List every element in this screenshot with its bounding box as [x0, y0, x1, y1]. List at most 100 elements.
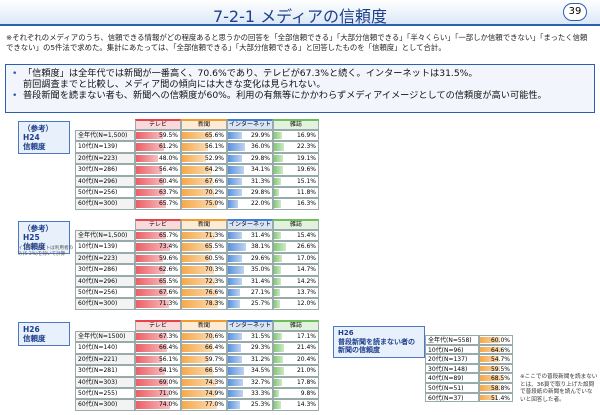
column-header: 新聞 [181, 320, 227, 331]
value-label: 32.7% [250, 378, 270, 386]
column-header: インターネット [227, 320, 273, 331]
row-label: 全年代(N=1,500) [75, 230, 135, 242]
value-cell: 31.4% [227, 275, 273, 287]
value-cell: 65.6% [181, 130, 227, 142]
value-cell: 59.6% [135, 252, 181, 265]
value-cell: 51.4% [479, 392, 513, 403]
value-cell: 14.2% [273, 275, 319, 287]
value-cell: 74.9% [181, 388, 227, 400]
value-label: 62.6% [158, 266, 178, 274]
row-label: 30代(N=281) [75, 365, 135, 377]
bar [228, 266, 245, 274]
bar [274, 344, 284, 352]
column-header: 雑誌 [273, 320, 319, 331]
bar [480, 356, 499, 362]
row-label: 30代(N=286) [75, 264, 135, 276]
value-label: 29.8% [250, 189, 270, 196]
row-label: 30代(N=286) [75, 164, 135, 176]
value-cell: 52.9% [181, 152, 227, 165]
label-line: 信頼度 [23, 334, 46, 343]
bar [182, 166, 212, 174]
bar [228, 243, 246, 251]
bar [136, 378, 168, 386]
value-label: 27.1% [250, 289, 270, 296]
bar [182, 390, 217, 398]
column-header: テレビ [135, 119, 181, 130]
bar [228, 177, 243, 185]
value-cell: 29.9% [227, 130, 273, 142]
bar [182, 367, 213, 375]
value-cell: 67.3% [135, 331, 181, 343]
value-cell: 60.4% [135, 175, 181, 187]
value-label: 76.6% [204, 289, 224, 296]
bar [182, 355, 210, 364]
value-cell: 29.6% [227, 252, 273, 265]
value-cell: 65.5% [135, 275, 181, 287]
label-line: 信頼度 [23, 242, 46, 251]
value-label: 11.8% [296, 189, 316, 196]
bar [274, 367, 284, 375]
value-label: 66.5% [204, 367, 224, 375]
value-label: 58.8% [490, 385, 510, 392]
value-label: 63.7% [158, 189, 178, 196]
row-label: 50代(N=256) [75, 287, 135, 299]
bar [136, 143, 165, 151]
row-label: 40代(N=89) [425, 373, 479, 383]
value-cell: 74.3% [181, 376, 227, 388]
value-label: 74.9% [204, 390, 224, 397]
bar [182, 254, 210, 263]
table-note: インターネットは利用者のみ(5.3%)を除いて計算 [18, 246, 74, 257]
row-label: 20代(N=137) [425, 354, 479, 364]
value-cell: 35.0% [227, 264, 273, 276]
value-cell: 11.8% [273, 187, 319, 199]
label-line: 普段新聞を読まない者の [338, 337, 415, 346]
bullet-line: 普段新聞を読まない者も、新聞への信頼度が60%。利用の有無等にかかわらずメディア… [23, 90, 547, 101]
value-label: 64.2% [204, 166, 224, 174]
bar [136, 243, 170, 251]
bar [228, 189, 242, 197]
column-header: インターネット [227, 119, 273, 130]
value-label: 15.1% [296, 177, 316, 185]
value-cell: 59.5% [479, 363, 513, 374]
value-label: 29.9% [250, 132, 270, 139]
bar [274, 189, 280, 197]
bar [136, 300, 169, 308]
row-label: 20代(N=221) [75, 353, 135, 366]
value-label: 67.3% [158, 333, 178, 340]
value-label: 33.3% [250, 390, 270, 397]
bar [228, 200, 239, 208]
value-cell: 13.7% [273, 287, 319, 299]
value-label: 59.7% [204, 355, 224, 363]
value-label: 59.5% [490, 365, 510, 373]
bar [136, 333, 167, 341]
value-cell: 70.2% [181, 187, 227, 199]
row-label: 20代(N=223) [75, 252, 135, 265]
bar [274, 166, 284, 174]
value-label: 31.3% [250, 177, 270, 185]
value-cell: 15.4% [273, 230, 319, 242]
value-cell: 19.1% [273, 152, 319, 165]
value-cell: 76.6% [181, 287, 227, 299]
bar [136, 177, 164, 185]
column-header: 雑誌 [273, 119, 319, 130]
value-cell: 66.5% [181, 365, 227, 377]
value-label: 70.3% [204, 266, 224, 274]
row-label: 50代(N=51) [425, 383, 479, 393]
bar [136, 132, 164, 140]
table-label: （参考）H24 信頼度 [18, 121, 70, 154]
bar [274, 300, 280, 308]
value-cell: 34.1% [227, 164, 273, 176]
table-label: （参考）H25 信頼度 [18, 221, 70, 254]
bullet-line: 「信頼度」は全年代では新聞が一番高く、70.6%であり、テレビが67.3%と続く… [23, 68, 478, 79]
bar [136, 289, 168, 297]
value-label: 71.3% [204, 232, 224, 239]
column-header: 雑誌 [273, 219, 319, 230]
value-cell: 71.0% [135, 388, 181, 400]
bar [274, 200, 282, 208]
bar [228, 277, 243, 285]
value-cell: 33.3% [227, 388, 273, 400]
value-label: 9.8% [300, 390, 316, 397]
value-cell: 60.5% [181, 252, 227, 265]
value-cell: 34.5% [227, 365, 273, 377]
bar [228, 254, 242, 263]
